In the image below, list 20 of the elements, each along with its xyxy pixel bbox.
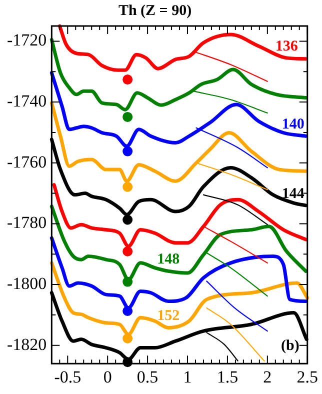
x-tick-label: 2.5 — [296, 367, 318, 386]
y-tick-label: -1720 — [6, 30, 47, 50]
chart-title: Th (Z = 90) — [118, 2, 192, 19]
annotation: (b) — [281, 338, 300, 354]
annotation: 148 — [157, 252, 180, 268]
y-tick-label: -1780 — [6, 213, 47, 232]
x-tick-label: 0 — [103, 367, 112, 386]
annotation: 140 — [282, 116, 304, 132]
y-tick-label: -1740 — [6, 92, 47, 111]
annotation: 152 — [157, 308, 180, 324]
x-tick-label: 0.5 — [136, 367, 158, 386]
y-tick-label: -1820 — [6, 334, 47, 354]
y-tick-label: -1760 — [6, 152, 47, 172]
x-tick-label: 1 — [183, 367, 192, 386]
annotation: 136 — [275, 38, 298, 54]
annotation: 144 — [282, 186, 305, 202]
x-tick-label: 2 — [263, 367, 272, 386]
y-tick-label: -1800 — [6, 274, 47, 293]
x-tick-label: 1.5 — [216, 367, 238, 386]
x-tick-label: -0.5 — [54, 367, 82, 386]
